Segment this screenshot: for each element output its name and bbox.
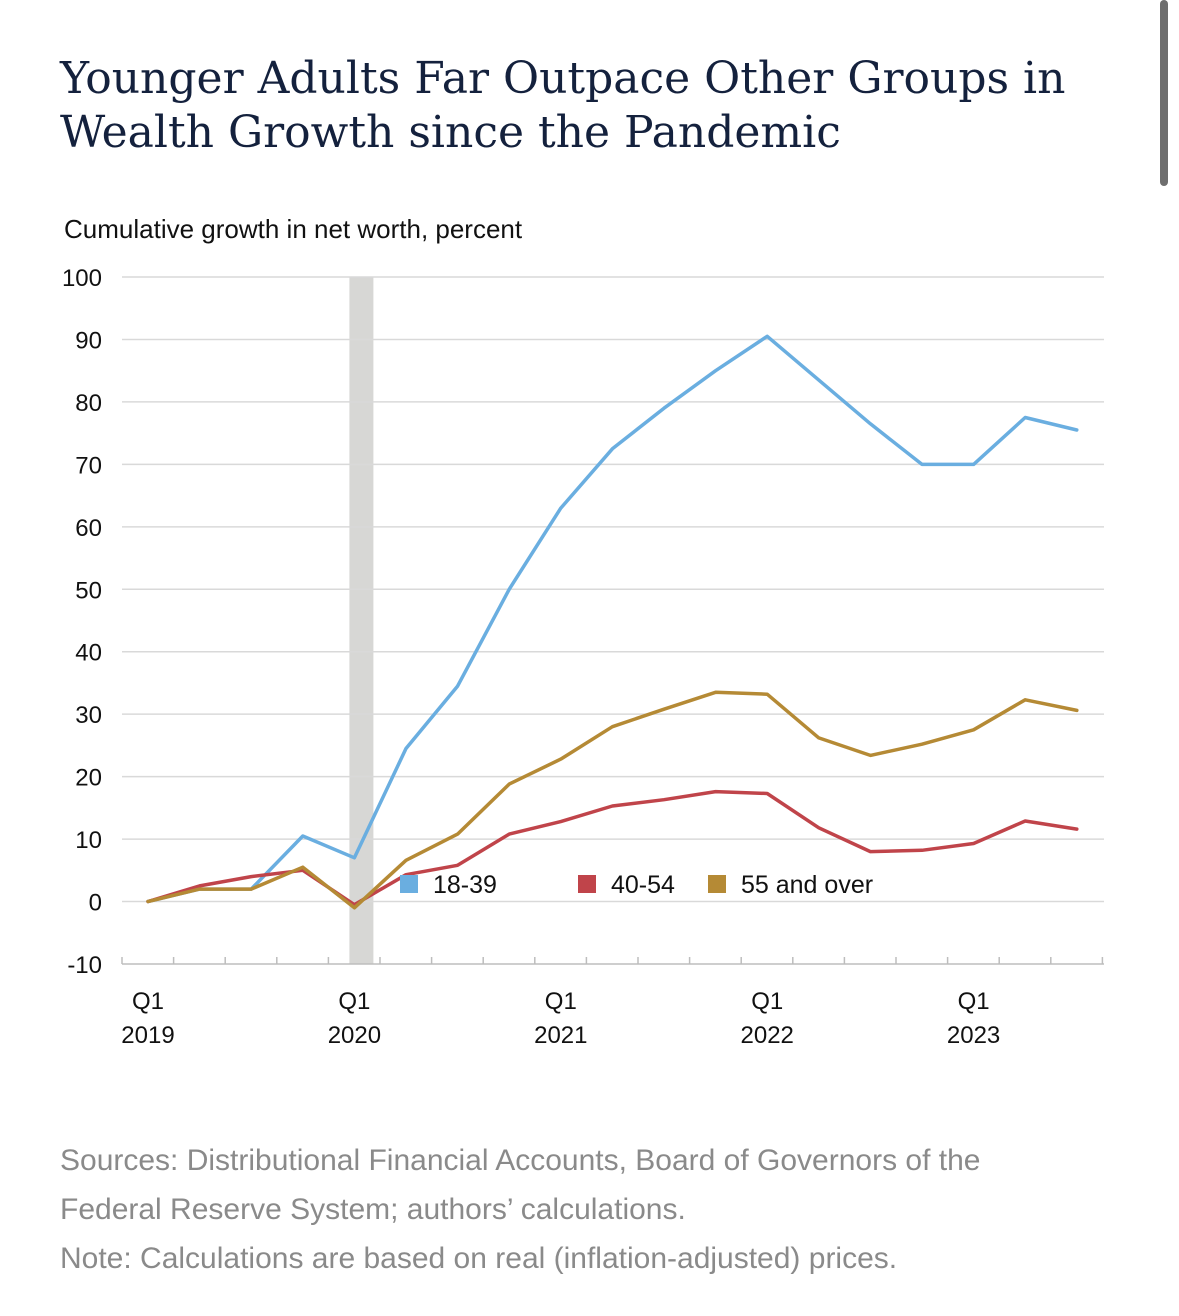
y-tick-label: -10 (67, 952, 102, 979)
y-tick-label: 100 (62, 265, 102, 292)
y-tick-label: 20 (75, 765, 102, 792)
legend-label: 55 and over (741, 871, 873, 899)
x-tick-label-quarter: Q1 (545, 988, 577, 1015)
legend-label: 18-39 (433, 871, 497, 899)
y-axis-label: Cumulative growth in net worth, percent (64, 214, 523, 244)
sources-line-2: Federal Reserve System; authors’ calcula… (60, 1193, 686, 1226)
y-tick-label: 90 (75, 327, 102, 354)
x-tick-label-year: 2022 (741, 1022, 794, 1049)
series-line-55-and-over (146, 690, 1079, 910)
sources-line-1: Sources: Distributional Financial Accoun… (60, 1144, 981, 1177)
chart-footer: Sources: Distributional Financial Accoun… (60, 1136, 1150, 1283)
y-tick-label: 10 (75, 827, 102, 854)
recession-shading (349, 277, 374, 964)
note-line: Note: Calculations are based on real (in… (60, 1242, 898, 1275)
x-tick-label-year: 2019 (121, 1022, 174, 1049)
legend-swatch (708, 875, 726, 893)
y-tick-label: 0 (89, 890, 102, 917)
x-tick-label-quarter: Q1 (132, 988, 164, 1015)
series-line-40-54 (146, 789, 1079, 907)
y-tick-label: 70 (75, 452, 102, 479)
x-tick-label-quarter: Q1 (338, 988, 370, 1015)
x-tick-label-year: 2021 (534, 1022, 587, 1049)
legend-swatch (400, 875, 418, 893)
x-tick-label-quarter: Q1 (958, 988, 990, 1015)
legend-label: 40-54 (611, 871, 675, 899)
x-tick-label-year: 2023 (947, 1022, 1000, 1049)
chart-title: Younger Adults Far Outpace Other Groups … (60, 53, 1066, 158)
scrollbar[interactable] (1160, 0, 1168, 186)
y-tick-label: 60 (75, 515, 102, 542)
line-chart: Cumulative growth in net worth, percent … (62, 214, 1104, 1049)
y-tick-label: 80 (75, 390, 102, 417)
y-tick-label: 40 (75, 640, 102, 667)
y-tick-label: 30 (75, 702, 102, 729)
x-tick-label-quarter: Q1 (751, 988, 783, 1015)
legend-swatch (578, 875, 596, 893)
x-tick-label-year: 2020 (328, 1022, 381, 1049)
series-line-18-39 (146, 334, 1079, 904)
y-tick-label: 50 (75, 577, 102, 604)
